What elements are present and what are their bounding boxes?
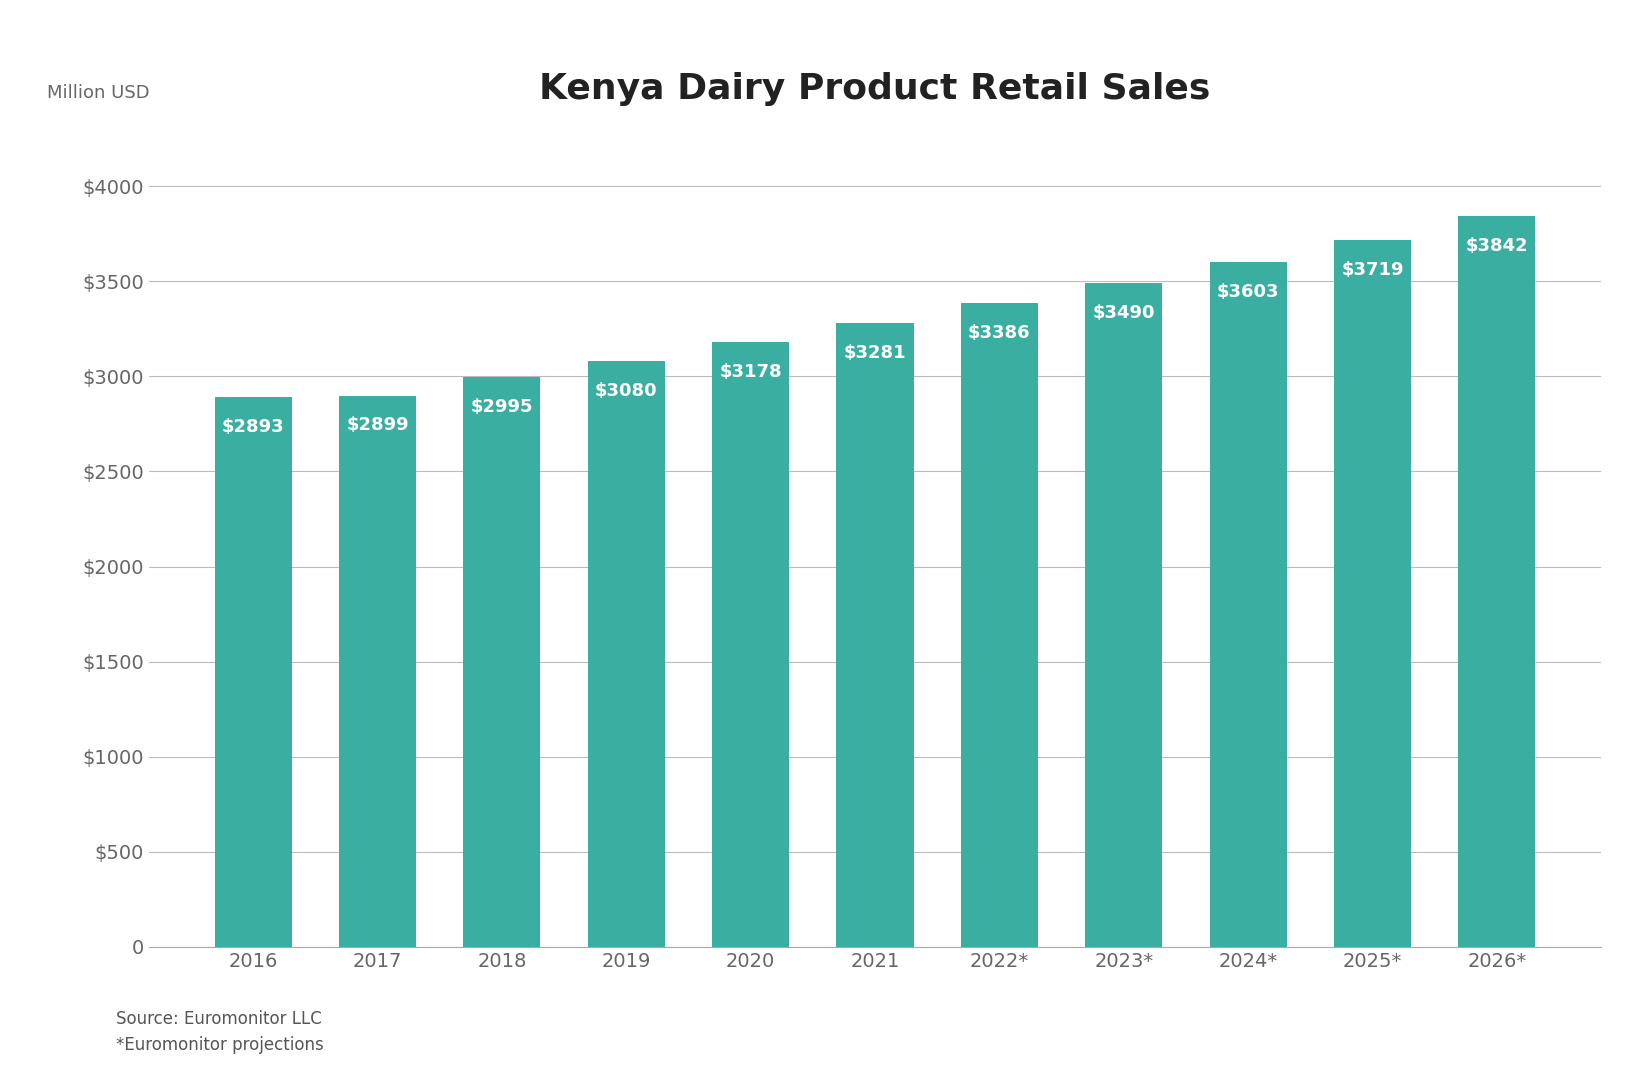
Bar [1085,283,1162,947]
Text: $3490: $3490 [1093,305,1156,322]
Text: Source: Euromonitor LLC
*Euromonitor projections: Source: Euromonitor LLC *Euromonitor pro… [116,1010,324,1054]
Text: $2995: $2995 [471,398,533,416]
Text: Million USD: Million USD [46,84,150,102]
Bar [1334,240,1412,947]
Text: $3386: $3386 [967,324,1030,342]
Text: $3281: $3281 [844,344,906,362]
Text: $3080: $3080 [594,382,657,400]
Text: $2899: $2899 [347,416,409,435]
Bar [1458,216,1535,947]
Bar [464,378,540,947]
Bar [837,323,913,947]
Text: $3842: $3842 [1466,237,1529,255]
Bar [588,362,665,947]
Bar [961,303,1038,947]
Text: $3719: $3719 [1341,260,1403,279]
Title: Kenya Dairy Product Retail Sales: Kenya Dairy Product Retail Sales [540,72,1210,105]
Bar [1210,261,1286,947]
Bar [215,397,292,947]
Bar [338,396,416,947]
Text: $3603: $3603 [1217,283,1280,300]
Bar [712,342,789,947]
Text: $3178: $3178 [720,364,783,381]
Text: $2893: $2893 [221,417,284,436]
